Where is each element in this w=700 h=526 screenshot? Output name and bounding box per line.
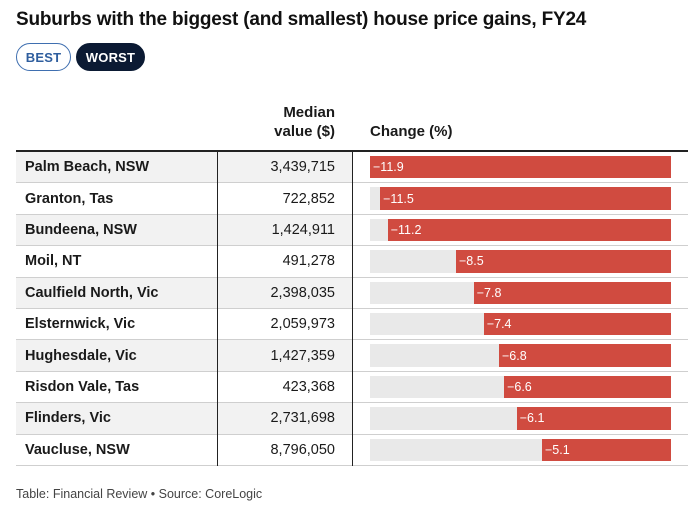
change-bar: −6.8 [499, 344, 671, 367]
table-row: Bundeena, NSW 1,424,911 −11.2 [16, 214, 688, 247]
change-bar-track: −6.1 [370, 407, 671, 430]
suburb-cell: Bundeena, NSW [16, 214, 217, 246]
change-bar-track: −7.8 [370, 281, 671, 304]
median-value-cell: 2,731,698 [218, 403, 352, 434]
table-row: Flinders, Vic 2,731,698 −6.1 [16, 403, 688, 435]
worst-toggle-button[interactable]: WORST [76, 43, 145, 71]
table-row: Granton, Tas 722,852 −11.5 [16, 183, 688, 215]
change-bar-track: −6.8 [370, 344, 671, 367]
change-cell: −7.8 [353, 278, 688, 308]
suburb-cell: Hughesdale, Vic [16, 340, 217, 371]
change-value-label: −11.2 [390, 222, 422, 237]
suburb-cell: Vaucluse, NSW [25, 441, 130, 458]
suburb-cell: Granton, Tas [25, 190, 114, 207]
view-toggle-group: BEST WORST [16, 43, 145, 71]
median-value-cell: 1,424,911 [218, 214, 352, 246]
change-bar-track: −11.5 [370, 187, 671, 210]
change-bar-track: −7.4 [370, 312, 671, 336]
change-cell: −11.9 [353, 152, 688, 182]
change-header: Change (%) [370, 123, 453, 140]
change-bar-track: −11.2 [370, 218, 671, 242]
median-value-cell: 722,852 [282, 190, 335, 207]
change-bar: −6.6 [504, 375, 671, 399]
median-value-cell: 2,398,035 [218, 277, 352, 308]
best-toggle-button[interactable]: BEST [16, 43, 71, 71]
median-header-line2: value ($) [274, 123, 335, 140]
median-value-header: Median value ($) [274, 103, 335, 141]
change-cell: −6.1 [353, 403, 688, 433]
chart-title: Suburbs with the biggest (and smallest) … [16, 9, 587, 30]
median-value-cell: 2,059,973 [270, 316, 335, 333]
suburb-cell: Palm Beach, NSW [16, 152, 217, 183]
table-row: Risdon Vale, Tas 423,368 −6.6 [16, 372, 688, 404]
change-value-label: −6.1 [519, 411, 545, 426]
suburb-cell: Flinders, Vic [16, 403, 217, 434]
table-body: Palm Beach, NSW 3,439,715 −11.9 Granton, Ta… [16, 152, 688, 466]
change-value-label: −6.8 [502, 348, 527, 363]
table-row: Hughesdale, Vic 1,427,359 −6.8 [16, 340, 688, 372]
change-value-label: −5.1 [545, 442, 570, 457]
column-divider-1 [217, 152, 218, 466]
change-cell: −5.1 [353, 435, 688, 465]
median-value-cell: 423,368 [282, 378, 335, 395]
table-top-rule [16, 150, 688, 152]
suburb-cell: Elsternwick, Vic [25, 316, 136, 333]
table-row: Caulfield North, Vic 2,398,035 −7.8 [16, 277, 688, 309]
median-value-cell: 8,796,050 [270, 441, 335, 458]
median-value-cell: 1,427,359 [218, 340, 352, 371]
change-cell: −7.4 [353, 309, 688, 339]
median-value-cell: 491,278 [282, 253, 335, 270]
median-value-cell: 3,439,715 [218, 152, 352, 183]
change-cell: −6.6 [353, 372, 688, 402]
suburb-cell: Risdon Vale, Tas [25, 378, 140, 395]
change-bar: −7.8 [473, 281, 671, 304]
change-bar-track: −11.9 [370, 156, 671, 179]
change-cell: −11.2 [353, 215, 688, 245]
change-value-label: −11.5 [383, 191, 414, 206]
change-bar: −7.4 [483, 312, 671, 336]
change-value-label: −6.6 [507, 379, 532, 394]
change-bar: −6.1 [516, 407, 671, 430]
change-bar: −11.9 [370, 156, 671, 179]
change-bar: −11.2 [387, 218, 671, 242]
change-value-label: −7.4 [486, 317, 512, 332]
table-row: Palm Beach, NSW 3,439,715 −11.9 [16, 152, 688, 184]
change-bar-track: −8.5 [370, 250, 671, 273]
change-bar: −5.1 [542, 438, 671, 461]
table-row: Moil, NT 491,278 −8.5 [16, 246, 688, 278]
change-bar-track: −6.6 [370, 375, 671, 399]
change-cell: −6.8 [353, 340, 688, 370]
source-footer: Table: Financial Review • Source: CoreLo… [16, 487, 263, 501]
change-bar: −11.5 [380, 187, 671, 210]
column-divider-2 [352, 152, 353, 466]
change-value-label: −7.8 [476, 285, 502, 300]
change-cell: −8.5 [353, 246, 688, 276]
median-header-line1: Median [283, 104, 335, 121]
suburb-cell: Caulfield North, Vic [16, 277, 217, 308]
change-cell: −11.5 [353, 183, 688, 213]
change-value-label: −8.5 [459, 254, 484, 269]
change-bar: −8.5 [456, 250, 671, 273]
suburb-cell: Moil, NT [25, 253, 82, 270]
change-value-label: −11.9 [373, 160, 404, 175]
change-bar-track: −5.1 [370, 438, 671, 461]
